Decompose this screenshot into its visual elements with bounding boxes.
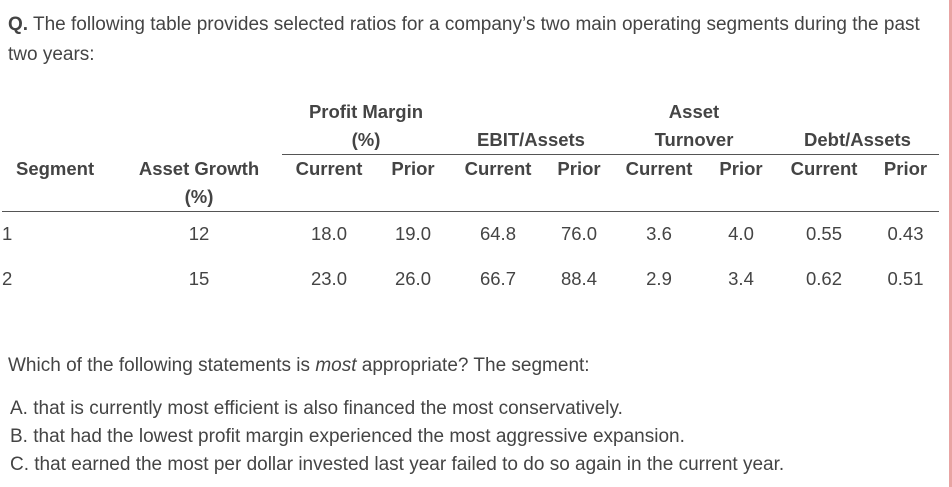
- col-pm-current: Current: [295, 158, 363, 179]
- option-b[interactable]: B. that had the lowest profit margin exp…: [10, 426, 685, 447]
- question-prompt: Which of the following statements is mos…: [8, 355, 590, 376]
- cell-asset-growth: 15: [188, 267, 210, 289]
- question-text: Q. The following table provides selected…: [8, 10, 933, 70]
- group-asset-turnover: Asset Turnover: [612, 90, 776, 155]
- column-header-row: Segment Asset Growth (%) Current Prior C…: [2, 155, 939, 211]
- group-debt-assets: Debt/Assets: [776, 90, 939, 155]
- cell-da-current: 0.62: [805, 267, 842, 289]
- col-segment: Segment: [16, 157, 95, 179]
- group-profit-margin: Profit Margin (%): [282, 90, 450, 155]
- question-prefix: Q.: [8, 14, 29, 35]
- cell-ea-current: 64.8: [479, 222, 516, 244]
- cell-at-prior: 4.0: [728, 222, 754, 244]
- cell-pm-current: 18.0: [310, 222, 347, 244]
- group-ebit-assets: EBIT/Assets: [450, 90, 612, 155]
- cell-asset-growth: 12: [188, 222, 210, 244]
- col-at-prior: Prior: [719, 158, 763, 179]
- cell-ea-prior: 76.0: [560, 222, 597, 244]
- question-body: The following table provides selected ra…: [8, 14, 920, 65]
- col-pm-prior: Prior: [391, 158, 435, 179]
- cell-ea-current: 66.7: [479, 267, 516, 289]
- cell-pm-prior: 26.0: [394, 267, 431, 289]
- col-da-prior: Prior: [883, 158, 928, 179]
- answer-options: A. that is currently most efficient is a…: [10, 395, 784, 479]
- cell-segment: 2: [2, 267, 13, 289]
- cell-at-current: 3.6: [646, 222, 672, 244]
- right-border-rule: [949, 0, 952, 487]
- cell-segment: 1: [2, 222, 13, 244]
- group-header-row: Profit Margin (%) EBIT/Assets Asset Turn…: [2, 90, 939, 155]
- col-asset-growth: Asset Growth (%): [138, 157, 260, 207]
- cell-da-prior: 0.43: [887, 222, 924, 244]
- cell-at-current: 2.9: [646, 267, 672, 289]
- cell-da-current: 0.55: [805, 222, 842, 244]
- ratios-table: Profit Margin (%) EBIT/Assets Asset Turn…: [2, 90, 939, 302]
- col-at-current: Current: [625, 158, 693, 179]
- cell-pm-prior: 19.0: [394, 222, 431, 244]
- option-c[interactable]: C. that earned the most per dollar inves…: [10, 454, 785, 475]
- cell-ea-prior: 88.4: [560, 267, 597, 289]
- prompt-emphasis: most: [315, 355, 357, 376]
- col-ea-prior: Prior: [557, 158, 601, 179]
- cell-pm-current: 23.0: [310, 267, 347, 289]
- col-ea-current: Current: [464, 158, 532, 179]
- cell-at-prior: 3.4: [728, 267, 754, 289]
- table-row: 1 12 18.0 19.0 64.8 76.0 3.6 4.0 0.55 0.…: [2, 211, 939, 256]
- cell-da-prior: 0.51: [887, 267, 924, 289]
- table-row: 2 15 23.0 26.0 66.7 88.4 2.9 3.4 0.62 0.…: [2, 256, 939, 302]
- col-da-current: Current: [790, 158, 858, 179]
- option-a[interactable]: A. that is currently most efficient is a…: [10, 398, 623, 419]
